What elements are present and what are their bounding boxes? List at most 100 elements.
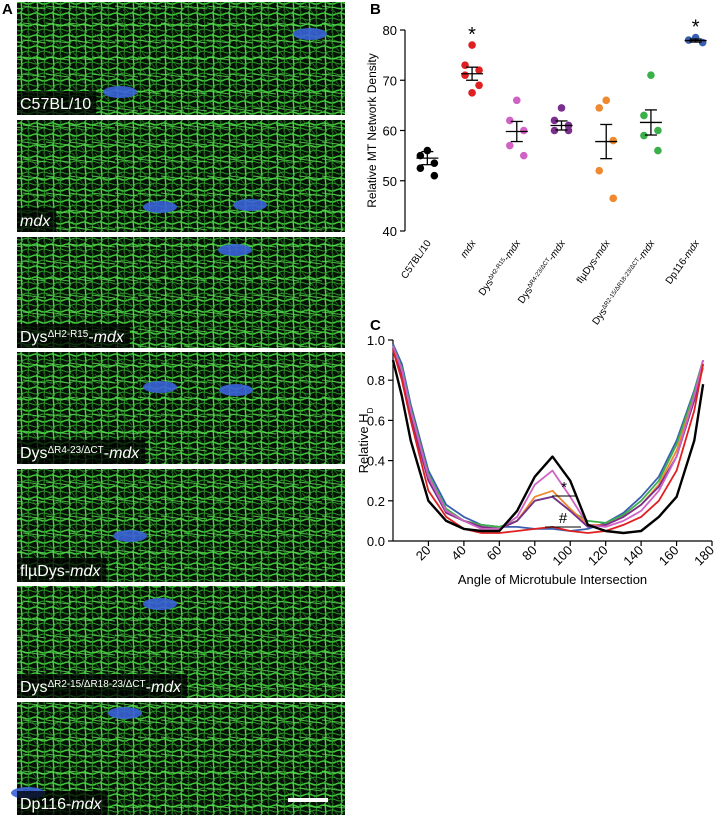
x-tick-label: 40 — [448, 543, 469, 564]
label-background — [17, 208, 57, 232]
data-point — [654, 146, 662, 155]
text-segment: mdx — [94, 329, 125, 346]
image-label: DysΔH2-R15-mdx — [20, 329, 125, 347]
text-segment: mdx — [151, 679, 182, 696]
data-point — [557, 104, 566, 112]
label-background — [17, 440, 146, 464]
text-segment: C57BL/10 — [20, 96, 91, 113]
text-segment: Dp116- — [664, 254, 691, 287]
data-point — [461, 61, 469, 69]
text-segment: Dys — [20, 445, 48, 462]
nucleus — [143, 598, 177, 610]
text-segment: ΔR4-23/ΔCT — [526, 256, 552, 289]
panel-label: C — [370, 317, 381, 334]
data-point — [423, 146, 432, 155]
data-point — [430, 171, 439, 180]
series-line — [391, 359, 705, 535]
data-point — [519, 126, 528, 135]
text-segment: - — [501, 254, 512, 263]
data-point — [609, 136, 618, 145]
text-segment: mdx — [638, 238, 658, 261]
data-point — [416, 164, 425, 172]
text-segment: Dp116- — [20, 796, 71, 813]
nucleus — [143, 381, 177, 393]
y-tick-label: 0.0 — [367, 534, 385, 549]
text-segment: D — [366, 407, 375, 413]
y-tick-label: 0.2 — [367, 494, 385, 509]
image-label: mdx — [20, 213, 51, 230]
data-point — [461, 71, 469, 80]
y-tick-label: 0.6 — [367, 413, 385, 428]
x-tick-label: 60 — [484, 543, 505, 564]
label-background — [17, 324, 130, 348]
label-background — [17, 558, 107, 582]
series-line — [392, 347, 704, 530]
panel-label: B — [370, 1, 381, 18]
text-segment: Dys — [591, 307, 610, 327]
text-segment: mdx — [20, 213, 51, 230]
micrograph-overlay — [17, 120, 345, 232]
panel-label: A — [2, 1, 13, 18]
data-point — [519, 151, 528, 160]
x-tick-label: DysΔH2-R15-mdx — [477, 237, 524, 298]
image-label: C57BL/10 — [20, 96, 91, 113]
nucleus — [293, 28, 327, 40]
x-tick-label: 100 — [549, 543, 575, 569]
x-tick-label: mdx — [459, 238, 479, 261]
x-tick-label: DysΔR4-23/ΔCT-mdx — [516, 237, 569, 305]
y-tick-label: 50 — [383, 174, 397, 189]
nucleus — [103, 86, 137, 98]
image-label: flµDys-mdx — [20, 563, 101, 580]
image-label: Dp116-mdx — [20, 796, 103, 813]
x-tick-label: 20 — [413, 543, 434, 564]
text-segment: C57BL/10 — [399, 238, 434, 281]
x-tick-label: 80 — [519, 543, 540, 564]
series-line — [392, 345, 704, 530]
text-segment: Dys — [20, 329, 48, 346]
series-line — [392, 343, 704, 532]
data-point — [602, 96, 611, 105]
x-tick-label: C57BL/10 — [399, 238, 434, 281]
y-tick-label: 70 — [383, 73, 397, 88]
y-tick-label: 80 — [383, 23, 397, 38]
text-segment: Dys — [20, 679, 48, 696]
text-segment: mdx — [682, 238, 702, 261]
text-segment: Dys — [516, 285, 535, 305]
y-tick-label: 60 — [383, 124, 397, 139]
data-point — [468, 89, 476, 97]
text-segment: mdx — [71, 796, 102, 813]
data-point — [647, 71, 655, 80]
significance-marker: * — [561, 479, 567, 496]
text-segment: ΔH2-R15 — [486, 256, 507, 281]
label-background — [17, 91, 97, 115]
text-segment: flµDys- — [20, 563, 70, 580]
text-segment: - — [546, 254, 557, 263]
x-axis-label: Angle of Microtubule Intersection — [458, 572, 647, 587]
y-tick-label: 1.0 — [367, 333, 385, 348]
data-point — [640, 111, 648, 120]
x-tick-label: 140 — [620, 543, 646, 569]
text-segment: ΔR2-15/ΔR18-23/ΔCT — [48, 679, 146, 690]
text-segment: mdx — [548, 238, 568, 261]
data-point — [468, 41, 476, 49]
data-point — [505, 116, 514, 125]
text-segment: mdx — [593, 238, 613, 261]
y-axis-label: Relative MT Network Density — [365, 53, 379, 208]
text-segment: ΔH2-R15 — [48, 329, 89, 340]
y-tick-label: 0.4 — [367, 454, 385, 469]
text-segment: mdx — [503, 238, 523, 261]
data-point — [640, 131, 648, 140]
data-point — [550, 116, 559, 125]
y-tick-label: 0.8 — [367, 373, 385, 388]
text-segment: ΔR2-15/ΔR18-23/ΔCT — [600, 256, 641, 310]
series-line — [392, 349, 704, 534]
x-tick-label: flµDys-mdx — [575, 238, 613, 286]
text-segment: flµDys- — [575, 254, 602, 286]
y-axis-label: Relative HD — [356, 407, 375, 473]
label-background — [17, 791, 108, 815]
label-background — [17, 674, 188, 698]
text-segment: mdx — [109, 445, 140, 462]
x-tick-label: Dp116-mdx — [664, 238, 703, 287]
significance-marker: # — [559, 510, 568, 527]
